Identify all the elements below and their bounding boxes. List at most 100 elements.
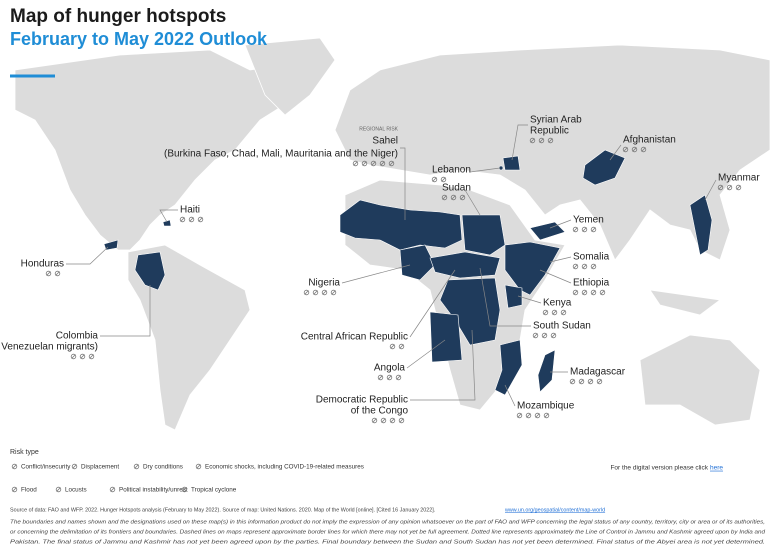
risk-icon [532,332,539,339]
legend-item: Locusts [65,487,87,494]
legend-title: Risk type [10,449,39,456]
icon-part [735,184,742,191]
risk-icon [542,309,549,316]
risk-icon [88,353,95,360]
icon-part [460,195,465,200]
risk-icon [551,309,558,316]
risk-icon [572,263,579,270]
icon-part [718,185,723,190]
disclaimer-line: The boundaries and names shown and the d… [10,519,765,525]
icon-part [362,161,367,166]
icon-part [572,263,579,270]
risk-icon [569,378,576,385]
icon-part [551,309,558,316]
legend-item: Displacement [81,464,119,471]
icon-part [588,379,593,384]
digital-link[interactable]: here [710,465,723,472]
legend-item: Conflict/insecurity [21,464,71,471]
drc-area [439,277,501,346]
risk-icon [79,353,86,360]
leader-line [100,285,151,337]
risk-icon [54,270,61,277]
icon-part [623,147,628,152]
icon-part [390,344,395,349]
icon-part [631,146,638,153]
icon-part [572,226,579,233]
icon-part [313,290,318,295]
hotspot-label: South Sudan [533,321,591,332]
icon-part [572,289,579,296]
car-south-sudan-area [429,251,501,279]
yemen-area [529,221,566,241]
leader-line [517,295,542,304]
risk-icon [389,417,396,424]
icon-part [372,418,377,423]
icon-part [544,413,549,418]
icon-part [312,289,319,296]
icon-part [450,194,457,201]
risk-icon [398,343,405,350]
hotspot-label: Madagascar [570,367,626,378]
risk-icon [133,463,140,470]
icon-part [578,378,585,385]
hotspot-label: Nigeria [308,278,340,289]
icon-part [579,379,584,384]
icon-part [110,487,115,492]
icon-part [181,486,188,493]
icon-part [560,309,567,316]
hotspot-label: Central African Republic [301,332,408,343]
risk-icon [109,486,116,493]
hotspot-label: Yemen [573,215,604,226]
icon-part [538,137,545,144]
icon-part [380,161,385,166]
risk-icon [361,160,368,167]
source-link[interactable]: www.un.org/geospatial/content/map-world [504,507,605,513]
risk-icon [560,309,567,316]
icon-part [370,160,377,167]
icon-part [529,137,536,144]
risk-icon [312,289,319,296]
hotspot-label: Afghanistan [623,135,676,146]
icon-part [109,486,116,493]
icon-part [516,412,523,419]
icon-part [573,227,578,232]
icon-part [543,412,550,419]
risk-icon [590,226,597,233]
greenland [244,37,336,116]
risk-icon [529,137,536,144]
icon-part [322,290,327,295]
sahel-area [339,199,463,251]
icon-part [581,226,588,233]
icon-part [182,487,187,492]
leader-line [464,189,481,216]
icon-part [591,290,596,295]
icon-part [353,161,358,166]
risk-icon [303,289,310,296]
icon-part [399,344,404,349]
icon-part [371,161,376,166]
leader-line [400,147,406,220]
icon-part [622,146,629,153]
icon-part [596,378,603,385]
icon-part [196,464,201,469]
icon-part [395,374,402,381]
risk-icon [581,263,588,270]
icon-part [534,412,541,419]
icon-part [591,227,596,232]
risk-icon [181,486,188,493]
icon-part [70,353,77,360]
risk-icon [398,417,405,424]
risk-icon [380,417,387,424]
risk-icon [352,160,359,167]
leader-line [479,267,531,327]
map-title: Map of hunger hotspots [10,6,226,27]
icon-part [11,486,18,493]
risk-icon [197,216,204,223]
sudan-area [461,214,506,256]
australia [639,334,761,426]
icon-part [517,413,522,418]
icon-part [451,195,456,200]
icon-part [600,290,605,295]
icon-part [195,463,202,470]
